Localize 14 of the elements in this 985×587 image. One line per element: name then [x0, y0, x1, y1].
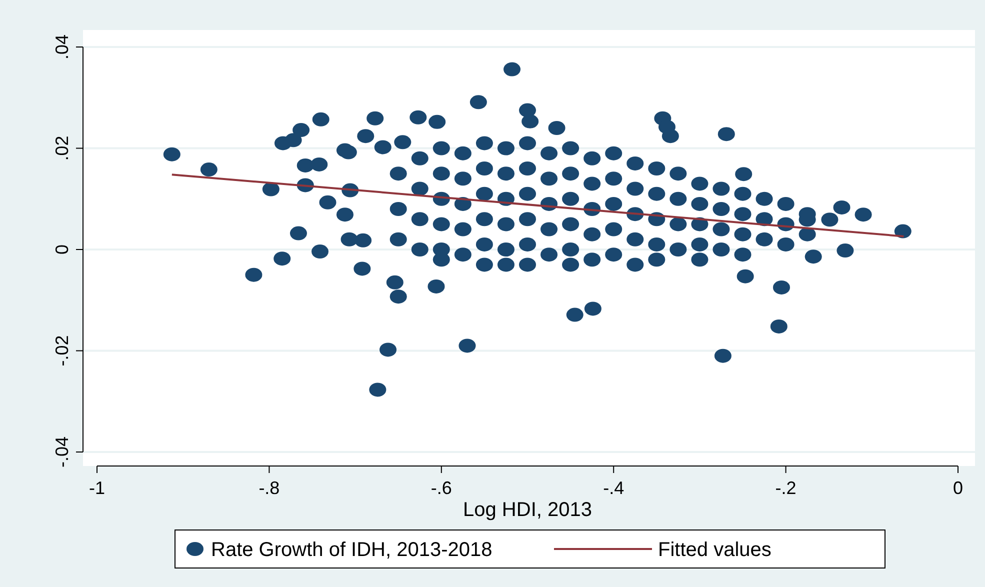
x-tick-label: 0 [952, 478, 964, 498]
x-tick-label: -.4 [603, 478, 624, 498]
y-tick-label: .04 [52, 34, 72, 60]
y-tick-label: -.04 [52, 436, 72, 468]
x-tick-label: -.8 [258, 478, 280, 498]
x-axis-title: Log HDI, 2013 [463, 499, 592, 521]
x-tick-label: -1 [88, 478, 106, 498]
legend-label: Fitted values [658, 539, 772, 561]
y-tick-label: .02 [52, 136, 72, 161]
x-tick-label: -.6 [430, 478, 452, 498]
y-tick-label: 0 [52, 244, 72, 255]
legend-label: Rate Growth of IDH, 2013-2018 [211, 539, 492, 561]
y-tick-label: -.02 [52, 335, 72, 366]
x-tick-label: -.2 [775, 478, 796, 498]
